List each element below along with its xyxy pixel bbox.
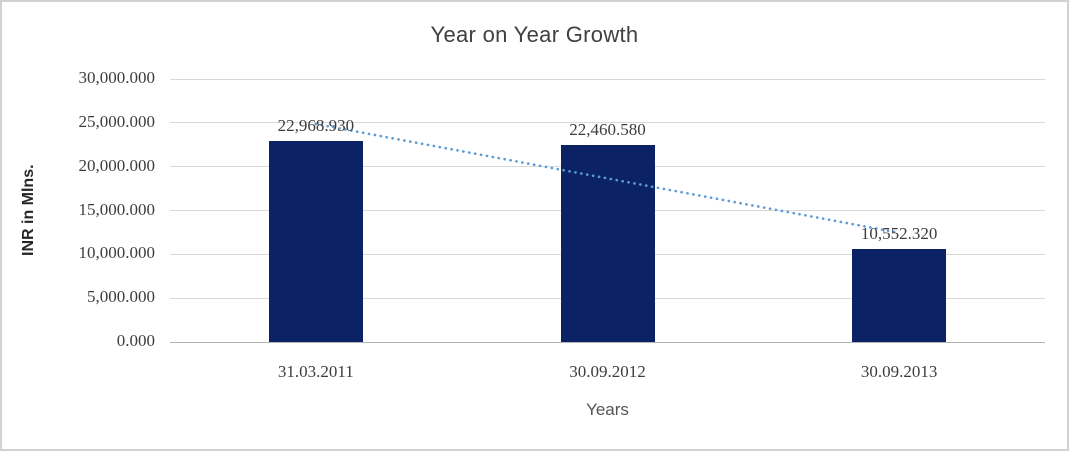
y-axis-tick-labels: 0.000 5,000.000 10,000.000 15,000.000 20,000… <box>0 68 156 350</box>
x-axis-category-labels: 31.03.2011 30.09.2012 30.09.2013 <box>170 360 1045 384</box>
gridline <box>170 78 1045 80</box>
bar[interactable] <box>268 140 363 342</box>
bar-data-label: 22,460.580 <box>569 120 646 140</box>
x-category-label: 30.09.2012 <box>569 362 646 381</box>
x-category-label: 30.09.2013 <box>860 362 938 381</box>
bar-data-label: 22,968.930 <box>277 115 355 135</box>
x-category-label: 31.03.2011 <box>277 362 354 381</box>
y-tick-label: 25,000.000 <box>78 111 156 131</box>
plot-area: 22,968.930 22,460.580 10,552.320 <box>170 78 1045 343</box>
x-axis-line <box>170 341 1045 343</box>
y-tick-label: 5,000.000 <box>87 287 155 307</box>
y-tick-label: 20,000.000 <box>78 155 156 175</box>
y-tick-label: 0.000 <box>116 331 155 350</box>
y-tick-label: 30,000.000 <box>78 68 156 87</box>
y-tick-label: 10,000.000 <box>78 243 156 263</box>
x-axis-title: Years <box>586 400 629 419</box>
bar[interactable] <box>560 145 655 342</box>
bar-data-label: 10,552.320 <box>860 224 938 244</box>
bar[interactable] <box>852 249 947 342</box>
y-tick-label: 15,000.000 <box>78 199 156 219</box>
chart-title: Year on Year Growth <box>430 22 639 47</box>
